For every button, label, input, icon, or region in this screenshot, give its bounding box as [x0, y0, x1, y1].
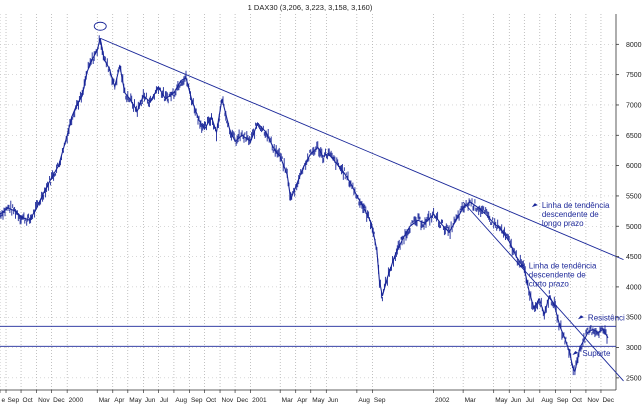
- x-tick-label: Mar: [282, 397, 294, 404]
- x-tick-label: Oct: [23, 397, 33, 404]
- x-tick-label: Nov: [587, 397, 599, 404]
- annotation-arrow: [577, 315, 584, 320]
- grid-layer: [0, 14, 617, 391]
- x-tick-label: e: [2, 397, 6, 404]
- x-tick-label: Jun: [145, 397, 156, 404]
- y-tick-label: 8000: [626, 42, 642, 49]
- annotation-arrow: [531, 203, 538, 208]
- y-tick-label: 3000: [626, 345, 642, 352]
- trend-line: [100, 37, 624, 261]
- y-tick-label: 7500: [626, 72, 642, 79]
- x-tick-label: 2002: [435, 397, 450, 404]
- x-tick-label: Apr: [297, 397, 308, 404]
- series-line: [0, 38, 609, 374]
- y-tick-label: 6500: [626, 133, 642, 140]
- x-tick-label: Jul: [160, 397, 169, 404]
- x-axis: e Sep Oct Nov Dec 2000 Mar Apr May Jun Jul Aug Sep Oc…: [0, 390, 615, 404]
- chart-title: 1 DAX30 (3,206, 3,223, 3,158, 3,160): [248, 3, 373, 12]
- peak-marker: [93, 21, 107, 31]
- x-tick-label: 2000: [69, 397, 84, 404]
- x-tick-label: 2001: [252, 397, 267, 404]
- x-tick-label: Dec: [237, 397, 249, 404]
- annotation-text: descendente de: [529, 271, 586, 280]
- x-tick-label: Apr: [114, 397, 125, 404]
- x-tick-label: Nov: [222, 397, 234, 404]
- trend-line: [462, 201, 624, 382]
- y-tick-label: 5000: [626, 224, 642, 231]
- y-tick-label: 4500: [626, 254, 642, 261]
- annotation-text: Suporte: [582, 349, 611, 358]
- annotation-text: Linha de tendência: [529, 262, 597, 271]
- trendline-layer: [0, 21, 624, 382]
- price-series: [0, 35, 609, 376]
- x-tick-label: Sep: [8, 397, 20, 404]
- y-tick-label: 3500: [626, 315, 642, 322]
- x-tick-label: May: [495, 397, 508, 404]
- x-tick-label: Jun: [328, 397, 339, 404]
- x-tick-label: Oct: [206, 397, 216, 404]
- x-tick-label: May: [312, 397, 325, 404]
- annotation-text: descendente de: [542, 210, 599, 219]
- annotation-text: Linha de tendência: [542, 201, 610, 210]
- y-tick-label: 7000: [626, 102, 642, 109]
- x-tick-label: Jun: [511, 397, 522, 404]
- x-tick-label: Dec: [602, 397, 614, 404]
- x-tick-label: Sep: [557, 397, 569, 404]
- x-tick-label: Dec: [53, 397, 65, 404]
- x-tick-label: Aug: [358, 397, 370, 404]
- x-tick-label: Aug: [541, 397, 553, 404]
- x-tick-label: Sep: [191, 397, 203, 404]
- annotation-text: longo prazo: [542, 219, 584, 228]
- annotation-arrow: [518, 263, 525, 268]
- x-tick-label: Aug: [175, 397, 187, 404]
- y-tick-label: 2500: [626, 375, 642, 382]
- x-tick-label: Jul: [526, 397, 535, 404]
- annotation-arrow: [572, 351, 579, 356]
- annotation: Suporte: [572, 349, 611, 358]
- x-tick-label: Mar: [99, 397, 111, 404]
- annotation-text: Resistênci: [588, 313, 625, 322]
- y-tick-label: 4000: [626, 284, 642, 291]
- x-tick-label: May: [129, 397, 142, 404]
- y-axis: 2500 3000 3500 4000 4500 5000 5500 6000 6500 7000…: [616, 42, 642, 382]
- annotation: Resistênci: [577, 313, 625, 322]
- annotation-text: curto prazo: [529, 280, 570, 289]
- x-tick-label: Nov: [38, 397, 50, 404]
- x-tick-label: Sep: [374, 397, 386, 404]
- y-tick-label: 5500: [626, 193, 642, 200]
- x-tick-label: Mar: [465, 397, 477, 404]
- x-tick-label: Oct: [572, 397, 582, 404]
- y-tick-label: 6000: [626, 163, 642, 170]
